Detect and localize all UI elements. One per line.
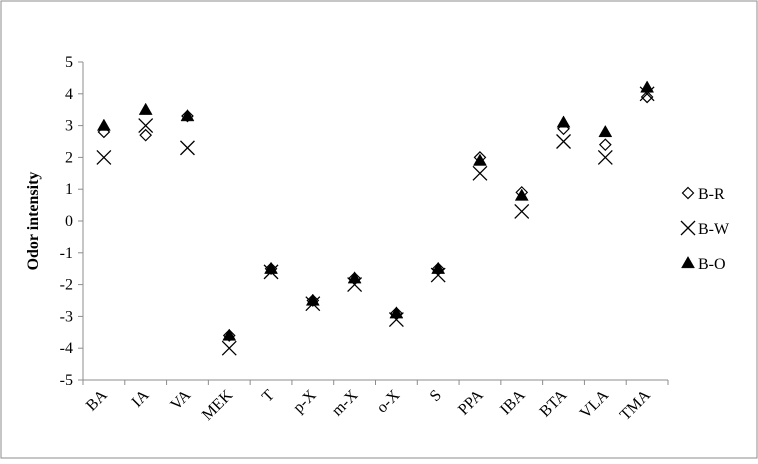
point-b-r-tma <box>640 90 654 104</box>
point-b-r-vla <box>598 138 612 152</box>
y-tick-label: 4 <box>65 86 73 103</box>
legend-label-b-o: B-O <box>698 256 726 273</box>
point-b-o-ba <box>96 118 111 131</box>
y-tick-label: -3 <box>60 308 73 325</box>
y-axis-label: Odor intensity <box>25 172 42 271</box>
y-tick-labels: 5 4 3 2 1 0 -1 -2 -3 -4 -5 <box>60 54 83 389</box>
point-b-w-ppa <box>472 165 488 181</box>
legend-marker-b-w <box>680 220 696 236</box>
point-b-o-ppa <box>473 153 487 166</box>
point-b-o-vla <box>598 124 613 138</box>
point-b-o-bta <box>556 115 571 128</box>
point-b-o-p-x <box>305 293 320 306</box>
point-b-o-o-x <box>389 306 404 319</box>
point-b-w-vla <box>597 149 613 165</box>
point-b-w-bta <box>556 134 571 149</box>
y-tick-label: -5 <box>60 372 73 389</box>
y-tick-label: 0 <box>65 213 73 230</box>
point-b-w-va <box>180 140 195 156</box>
y-tick-label: 5 <box>65 54 73 71</box>
y-tick-label: 1 <box>65 181 73 198</box>
point-b-w-ba <box>96 149 112 165</box>
point-b-r-ia <box>139 128 153 142</box>
legend-label-b-r: B-R <box>698 186 725 203</box>
legend-label-b-w: B-W <box>698 221 730 238</box>
point-b-o-s <box>431 261 446 274</box>
point-b-o-t <box>264 261 278 274</box>
y-tick-label: -2 <box>60 277 73 294</box>
point-b-o-mek <box>222 328 237 341</box>
y-tick-label: -1 <box>60 245 73 262</box>
y-tick-label: 2 <box>65 149 73 166</box>
point-b-o-m-x <box>347 271 362 284</box>
y-tick-label: 3 <box>65 118 73 135</box>
legend: B-R B-W B-O <box>680 186 730 273</box>
legend-marker-b-r <box>681 186 695 200</box>
point-b-o-va <box>180 109 195 122</box>
point-b-o-tma <box>640 80 655 93</box>
legend-marker-b-o <box>681 255 695 269</box>
point-b-o-iba <box>514 188 529 201</box>
data-points <box>96 80 655 356</box>
point-b-w-ia <box>138 118 154 134</box>
point-b-w-mek <box>221 340 237 356</box>
point-b-o-ia <box>138 102 153 115</box>
point-b-w-iba <box>514 204 530 219</box>
series-b-o <box>96 80 655 341</box>
y-tick-label: -4 <box>60 340 73 357</box>
